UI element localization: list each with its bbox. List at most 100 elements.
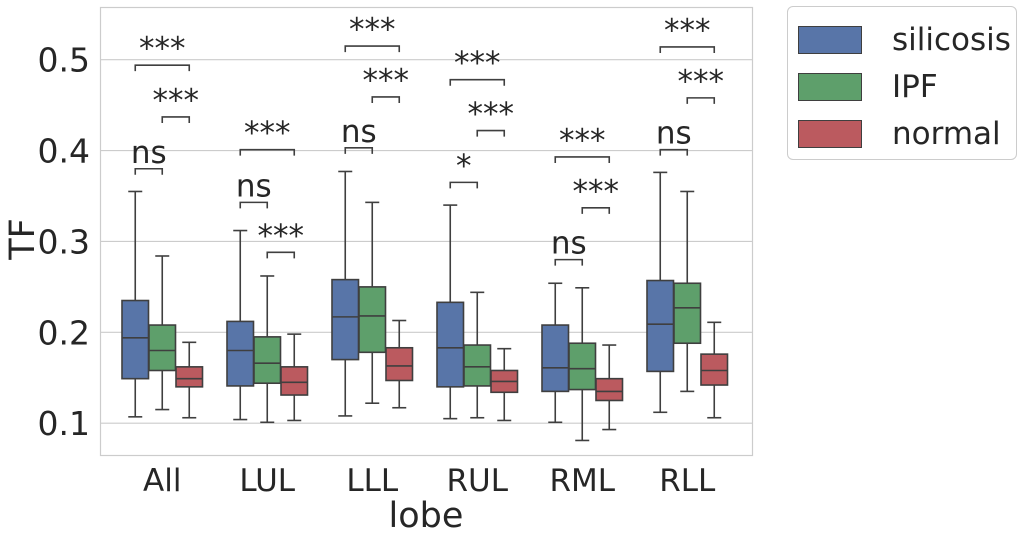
- bracket-line: [686, 97, 716, 104]
- bracket-line: [659, 46, 716, 53]
- bracket-line: [476, 129, 506, 137]
- bracket-line: [371, 96, 401, 103]
- bracket-line: [239, 148, 296, 156]
- plot-area-frame: [99, 6, 754, 457]
- box-ipf-rul: [463, 291, 492, 419]
- box-body: [148, 324, 177, 372]
- bracket-line: [344, 45, 401, 53]
- significance-bracket: ***: [659, 13, 716, 53]
- box-body: [358, 286, 387, 354]
- x-tick-label: All: [143, 463, 181, 499]
- significance-bracket: ***: [153, 83, 200, 123]
- significance-label: ***: [258, 218, 305, 254]
- y-tick-label: 0.2: [38, 313, 90, 352]
- bracket-line: [554, 156, 611, 163]
- x-tick-label: LLL: [346, 463, 399, 499]
- significance-label: ***: [468, 97, 515, 133]
- box-body: [673, 282, 702, 345]
- box-silicosis-lll: [331, 170, 360, 417]
- box-silicosis-rul: [436, 204, 465, 420]
- box-normal-rll: [700, 321, 729, 419]
- bracket-line: [161, 116, 191, 123]
- significance-label: ns: [341, 114, 377, 150]
- box-body: [436, 301, 465, 388]
- box-ipf-rll: [673, 190, 702, 393]
- significance-label: ns: [656, 116, 692, 152]
- legend-item-normal: normal: [798, 114, 1001, 154]
- bracket-line: [134, 64, 191, 72]
- significance-bracket: ns: [551, 226, 587, 266]
- legend-swatch-normal: [798, 120, 862, 148]
- bracket-line: [266, 251, 296, 259]
- x-tick-label: LUL: [239, 463, 295, 499]
- significance-label: ***: [153, 83, 200, 119]
- box-silicosis-rml: [541, 282, 570, 424]
- x-tick-labels: All LUL LLL RUL RML RLL: [143, 463, 716, 499]
- significance-bracket: ***: [134, 31, 191, 72]
- significance-bracket: ***: [449, 46, 506, 86]
- x-tick-label: RUL: [446, 463, 508, 499]
- box-ipf-rml: [568, 286, 597, 442]
- significance-label: ns: [131, 135, 167, 171]
- significance-bracket: ***: [258, 218, 305, 259]
- box-body: [595, 377, 624, 402]
- significance-label: ***: [664, 13, 711, 49]
- x-tick-label: RML: [549, 463, 615, 499]
- significance-annotations: ns******ns****** ns*************ns****** n…: [131, 12, 724, 266]
- box-body: [331, 278, 360, 361]
- significance-label: ***: [363, 63, 410, 99]
- legend-label-ipf: IPF: [892, 69, 938, 105]
- gridlines: [100, 59, 752, 424]
- box-ipf-lll: [358, 201, 387, 405]
- bracket-line: [344, 147, 374, 154]
- legend-item-silicosis: silicosis: [798, 20, 1011, 60]
- significance-bracket: ns: [341, 114, 377, 154]
- box-silicosis-all: [121, 190, 150, 418]
- significance-label: ***: [139, 31, 186, 67]
- significance-bracket: ***: [573, 174, 620, 214]
- significance-label: ***: [349, 12, 396, 48]
- significance-bracket: ***: [363, 63, 410, 103]
- legend-swatch-silicosis: [798, 26, 862, 54]
- box-body: [175, 366, 204, 388]
- y-tick-label: 0.5: [38, 41, 90, 80]
- box-body: [253, 336, 282, 385]
- x-tick-label: RLL: [659, 463, 716, 499]
- bracket-line: [659, 148, 689, 156]
- box-body: [646, 279, 675, 373]
- legend-label-silicosis: silicosis: [892, 22, 1011, 58]
- significance-bracket: ***: [239, 116, 296, 156]
- bracket-line: [239, 201, 269, 209]
- significance-label: ns: [236, 168, 272, 204]
- bracket-line: [449, 181, 479, 189]
- significance-bracket: ***: [344, 12, 401, 53]
- significance-label: ***: [559, 123, 606, 159]
- legend-item-ipf: IPF: [798, 67, 938, 107]
- box-normal-rml: [595, 344, 624, 431]
- significance-label: ns: [551, 226, 587, 262]
- box-silicosis-lul: [226, 229, 255, 421]
- significance-label: ***: [454, 46, 501, 82]
- significance-label: ***: [573, 174, 620, 210]
- box-body: [541, 324, 570, 393]
- y-tick-labels: 0.1 0.2 0.3 0.4 0.5: [38, 41, 90, 443]
- legend: silicosis IPF normal: [787, 6, 1017, 160]
- box-normal-lul: [280, 333, 309, 422]
- box-body: [700, 353, 729, 386]
- box-body: [385, 346, 414, 382]
- box-series: [121, 170, 729, 442]
- box-body: [568, 342, 597, 391]
- box-body: [121, 299, 150, 380]
- significance-bracket: ns: [236, 168, 272, 209]
- box-ipf-all: [148, 255, 177, 411]
- box-ipf-lul: [253, 275, 282, 424]
- box-body: [463, 344, 492, 387]
- significance-label: *: [456, 148, 472, 184]
- bracket-line: [554, 258, 584, 266]
- y-tick-label: 0.3: [38, 222, 90, 261]
- y-tick-label: 0.1: [38, 404, 90, 443]
- significance-bracket: ***: [468, 97, 515, 137]
- significance-bracket: ns: [131, 135, 167, 175]
- significance-bracket: ***: [678, 64, 724, 104]
